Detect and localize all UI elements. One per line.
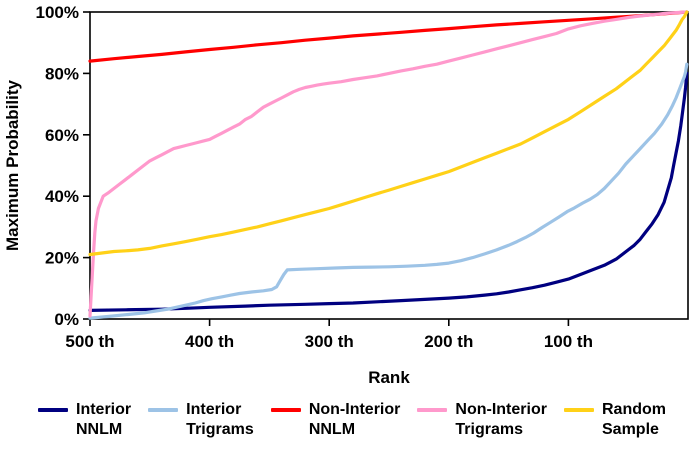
legend-label: Interior Trigrams — [186, 401, 254, 438]
plot-border — [89, 11, 689, 320]
series-line-interior-trigrams — [88, 62, 689, 320]
legend-swatch — [270, 408, 301, 412]
legend-swatch — [564, 408, 594, 412]
x-tick-label: 200 th — [424, 332, 473, 351]
series-line-interior-nnlm — [88, 71, 689, 312]
legend-label: Non-Interior Trigrams — [455, 401, 547, 438]
legend-swatch — [417, 408, 448, 412]
y-tick-label: 100% — [36, 3, 79, 22]
legend-label: Interior NNLM — [76, 401, 132, 438]
chart-legend: Interior NNLM Interior Trigrams Non-Interior… — [0, 400, 696, 460]
y-tick-label: 40% — [45, 187, 79, 206]
x-tick-label: 300 th — [305, 332, 354, 351]
y-tick-label: 0% — [54, 310, 79, 329]
x-tick-label: 100 th — [544, 332, 593, 351]
series-line-non-interior-nnlm — [88, 10, 689, 63]
y-tick-label: 20% — [45, 249, 79, 268]
legend-item-non-interior-trigrams: Non-Interior Trigrams — [417, 400, 547, 460]
y-tick-label: 80% — [45, 64, 79, 83]
x-axis-title: Rank — [368, 368, 410, 387]
legend-label: Random Sample — [602, 401, 666, 438]
legend-item-non-interior-nnlm: Non-Interior NNLM — [270, 400, 401, 460]
series-line-non-interior-trigrams — [88, 10, 689, 318]
y-axis-title: Maximum Probability — [3, 80, 22, 251]
legend-item-interior-trigrams: Interior Trigrams — [148, 400, 254, 460]
series-line-random-sample — [88, 10, 689, 257]
legend-item-interior-nnlm: Interior NNLM — [38, 400, 131, 460]
legend-swatch — [38, 408, 68, 412]
chart-plot: 0% 20% 40% 60% 80% 100% 500 th 400 th 300 th 200 … — [36, 3, 689, 351]
legend-label: Non-Interior NNLM — [308, 401, 401, 438]
x-tick-label: 500 th — [65, 332, 114, 351]
legend-item-random-sample: Random Sample — [564, 400, 666, 460]
x-tick-label: 400 th — [185, 332, 234, 351]
legend-swatch — [148, 408, 179, 412]
y-tick-label: 60% — [45, 126, 79, 145]
